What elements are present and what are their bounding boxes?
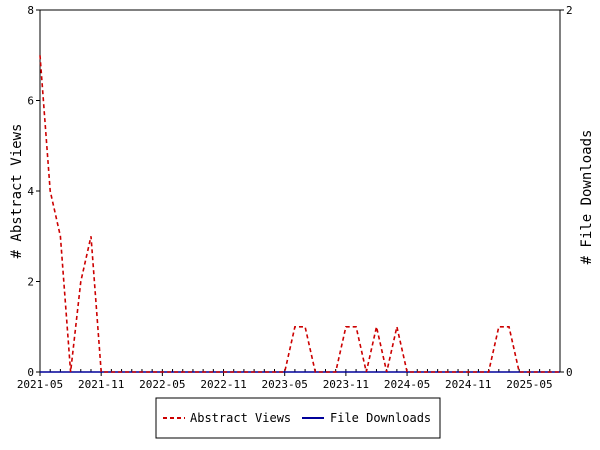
y-left-tick-label: 2 bbox=[27, 276, 34, 289]
x-tick-label: 2024-11 bbox=[445, 378, 491, 391]
legend-label-abstract-views: Abstract Views bbox=[190, 411, 291, 425]
legend: Abstract Views File Downloads bbox=[155, 397, 441, 439]
x-tick-label: 2021-05 bbox=[17, 378, 63, 391]
y-right-tick-label: 0 bbox=[566, 366, 573, 379]
x-tick-label: 2022-11 bbox=[200, 378, 246, 391]
series-line-abstract-views bbox=[39, 55, 560, 373]
y-left-axis-title: # Abstract Views bbox=[9, 124, 25, 259]
plot-area bbox=[39, 9, 561, 373]
x-tick-label: 2022-05 bbox=[139, 378, 185, 391]
x-axis: 2021-05 2021-11 2022-05 2022-11 2023-05 2023-… bbox=[17, 369, 561, 391]
y-left-tick-label: 8 bbox=[27, 4, 34, 17]
x-tick-label: 2021-11 bbox=[78, 378, 124, 391]
series-layer bbox=[39, 55, 560, 373]
y-axis-left: 0 2 4 6 8 bbox=[27, 4, 40, 379]
x-tick-label: 2024-05 bbox=[384, 378, 430, 391]
x-tick-label: 2023-05 bbox=[262, 378, 308, 391]
legend-label-file-downloads: File Downloads bbox=[330, 411, 431, 425]
y-left-tick-label: 4 bbox=[27, 185, 34, 198]
y-right-axis-title: # File Downloads bbox=[579, 130, 595, 265]
y-left-tick-label: 0 bbox=[27, 366, 34, 379]
y-axis-right: 02 bbox=[560, 4, 573, 379]
legend-box bbox=[155, 397, 441, 439]
x-tick-label: 2025-05 bbox=[506, 378, 552, 391]
x-tick-label: 2023-11 bbox=[323, 378, 369, 391]
y-right-tick-label: 2 bbox=[566, 4, 573, 17]
plot-frame bbox=[39, 9, 561, 373]
y-left-tick-label: 6 bbox=[27, 95, 34, 108]
